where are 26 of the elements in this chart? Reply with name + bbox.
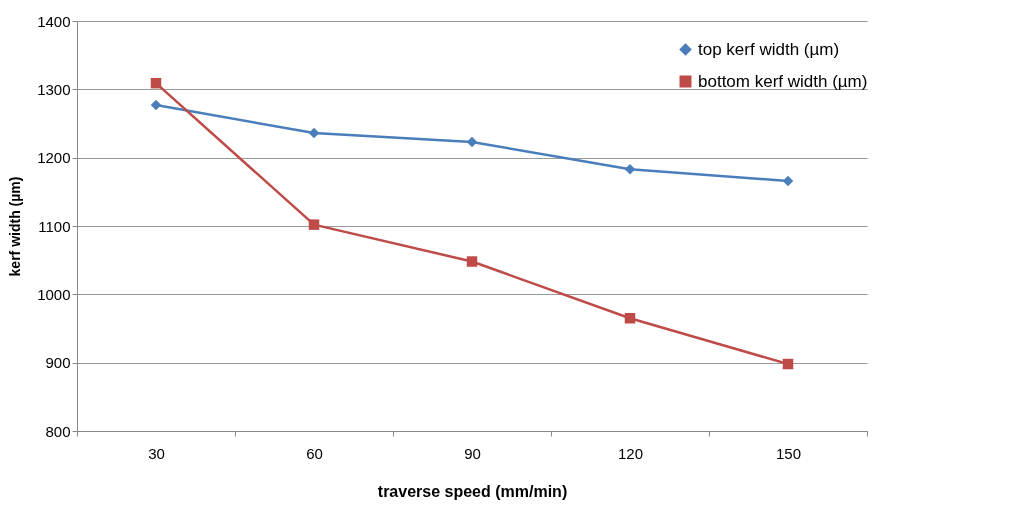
point [782, 175, 794, 187]
x-axis-title: traverse speed (mm/min) [377, 482, 568, 500]
x-tick-label: 120 [617, 444, 644, 462]
point [308, 127, 320, 139]
x-tick-label: 60 [306, 444, 323, 462]
point [624, 164, 636, 175]
y-tick-label: 1300 [37, 80, 71, 98]
point [782, 358, 794, 370]
point [150, 99, 162, 111]
point [466, 256, 478, 267]
point [150, 77, 162, 89]
y-tick-label: 800 [45, 422, 71, 440]
y-tick-label: 1200 [37, 149, 71, 167]
y-tick-label: 900 [45, 354, 71, 372]
point [624, 313, 636, 324]
x-tick-label: 150 [775, 444, 802, 462]
legend-label: bottom kerf width (µm) [698, 71, 868, 91]
x-tick-label: 90 [464, 444, 481, 462]
y-tick-label: 1100 [38, 217, 71, 235]
x-tick-label: 30 [148, 444, 165, 462]
legend-label: top kerf width (µm) [698, 39, 840, 59]
point [308, 219, 320, 230]
point [466, 136, 478, 148]
y-axis-title: kerf width (µm) [7, 176, 24, 277]
y-tick-label: 1400 [37, 12, 71, 30]
y-tick-label: 1000 [37, 285, 71, 303]
